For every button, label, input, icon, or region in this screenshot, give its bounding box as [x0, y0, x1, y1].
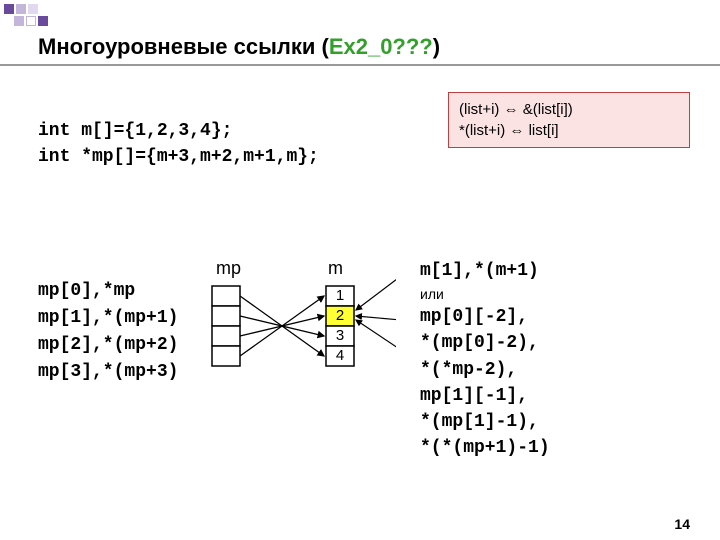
mp-label: mp: [216, 258, 241, 278]
mp-expressions: mp[0],*mp mp[1],*(mp+1) mp[2],*(mp+2) mp…: [38, 278, 178, 386]
mp-row-3: mp[3],*(mp+3): [38, 359, 178, 386]
svg-text:2: 2: [336, 307, 344, 324]
mp-array: [212, 286, 240, 366]
pointer-diagram: mp m 1 2 3 4: [176, 250, 396, 410]
mp-row-0: mp[0],*mp: [38, 278, 178, 305]
slide-decoration-row2: [14, 16, 48, 26]
deco-box: [28, 4, 38, 14]
svg-text:1: 1: [336, 287, 344, 304]
deco-box: [4, 4, 14, 14]
m-expressions: m[1],*(m+1) или mp[0][-2], *(mp[0]-2), *…: [420, 258, 550, 461]
mp-row-1: mp[1],*(mp+1): [38, 305, 178, 332]
deco-box: [16, 4, 26, 14]
pointer-arrows: [240, 296, 324, 356]
title-text-pre: Многоуровневые ссылки (: [38, 34, 329, 59]
m-expr-0: m[1],*(m+1): [420, 258, 550, 284]
equiv-line1: (list+i) ⇔ &(list[i]): [459, 99, 679, 120]
mp-row-2: mp[2],*(mp+2): [38, 332, 178, 359]
svg-text:3: 3: [336, 327, 344, 344]
page-number: 14: [674, 516, 690, 532]
m-array: 1 2 3 4: [326, 286, 354, 366]
ili-text: или: [420, 284, 550, 304]
pointer-equivalence-box: (list+i) ⇔ &(list[i]) *(list+i) ⇔ list[i…: [448, 92, 690, 148]
svg-text:4: 4: [336, 347, 344, 364]
title-text-post: ): [433, 34, 440, 59]
equiv-line2: *(list+i) ⇔ list[i]: [459, 120, 679, 141]
code-line1: int m[]={1,2,3,4};: [38, 118, 319, 144]
m-expr-5: *(mp[1]-1),: [420, 409, 550, 435]
deco-box: [14, 16, 24, 26]
deco-box: [26, 16, 36, 26]
slide-decoration-row1: [4, 4, 38, 14]
m-expr-4: mp[1][-1],: [420, 383, 550, 409]
m-expr-3: *(*mp-2),: [420, 357, 550, 383]
m-expr-6: *(*(mp+1)-1): [420, 435, 550, 461]
right-to-m1-arrows: [356, 276, 396, 350]
deco-box: [38, 16, 48, 26]
m-label: m: [328, 258, 343, 278]
slide-title: Многоуровневые ссылки (Ex2_0???): [38, 34, 440, 60]
m-expr-2: *(mp[0]-2),: [420, 330, 550, 356]
code-line2: int *mp[]={m+3,m+2,m+1,m};: [38, 144, 319, 170]
code-declarations: int m[]={1,2,3,4}; int *mp[]={m+3,m+2,m+…: [38, 118, 319, 170]
m-expr-1: mp[0][-2],: [420, 304, 550, 330]
title-underline: [0, 64, 720, 66]
title-text-green: Ex2_0???: [329, 34, 433, 59]
